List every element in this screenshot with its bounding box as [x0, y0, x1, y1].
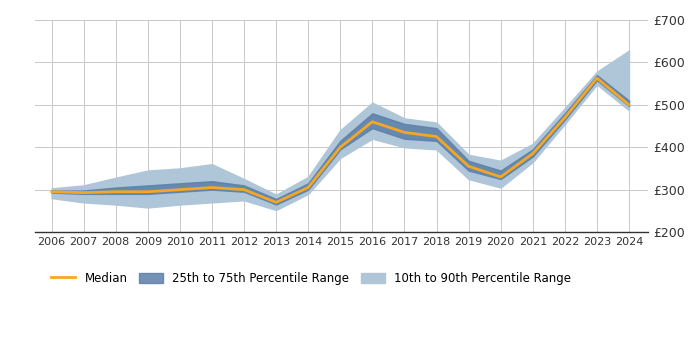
Median	[368, 120, 377, 124]
Median	[176, 188, 184, 192]
Line: Median: Median	[52, 78, 629, 202]
Median	[496, 175, 505, 179]
Median	[464, 164, 473, 168]
Median	[144, 190, 152, 194]
Median	[48, 190, 56, 194]
Median	[593, 76, 601, 80]
Median	[561, 116, 569, 120]
Median	[79, 190, 88, 195]
Legend: Median, 25th to 75th Percentile Range, 10th to 90th Percentile Range: Median, 25th to 75th Percentile Range, 1…	[47, 267, 576, 290]
Median	[625, 103, 634, 107]
Median	[528, 152, 537, 156]
Median	[433, 134, 441, 139]
Median	[336, 145, 344, 149]
Median	[272, 200, 280, 204]
Median	[400, 130, 409, 134]
Median	[111, 190, 120, 194]
Median	[208, 186, 216, 190]
Median	[304, 186, 312, 190]
Median	[240, 188, 248, 192]
